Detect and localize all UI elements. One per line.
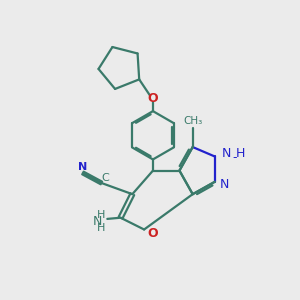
Text: N: N <box>78 162 88 172</box>
Text: N: N <box>220 178 229 191</box>
Text: H: H <box>97 223 106 233</box>
Text: CH₃: CH₃ <box>183 116 202 126</box>
Text: C: C <box>101 173 109 183</box>
Text: N: N <box>221 147 231 160</box>
Text: H: H <box>97 210 106 220</box>
Text: H: H <box>236 147 245 160</box>
Text: O: O <box>147 226 158 239</box>
Text: -: - <box>232 152 237 164</box>
Text: O: O <box>148 92 158 105</box>
Text: N: N <box>92 215 102 228</box>
